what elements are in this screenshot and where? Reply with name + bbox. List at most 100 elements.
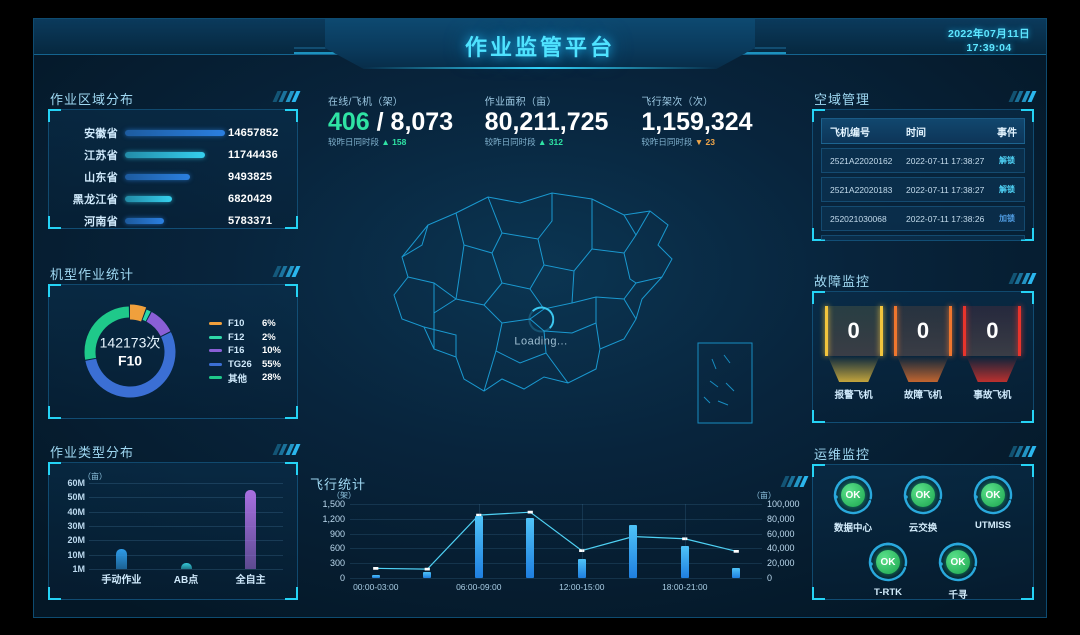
panel-model-stats: 机型作业统计 142173次 F10 F10 6% F12 2% F16 10% TG26 5… <box>48 264 301 419</box>
ops-status-item[interactable]: OK 千寻 <box>927 540 989 601</box>
donut-legend-item[interactable]: TG26 55% <box>208 358 281 372</box>
type-y-tick: 20M <box>67 535 85 546</box>
decor-slashes-icon <box>1008 273 1037 284</box>
flight-bar[interactable] <box>680 545 689 578</box>
fault-card-body: 0 <box>893 306 952 356</box>
legend-label: F16 <box>227 345 245 357</box>
legend-value: 28% <box>261 372 281 384</box>
region-bar-label: 山东省 <box>84 172 118 184</box>
donut-legend: F10 6% F12 2% F16 10% TG26 55% 其他 28% <box>208 317 281 385</box>
ops-status-item[interactable]: OK 云交换 <box>892 473 954 534</box>
region-bar-track <box>125 122 225 144</box>
flight-line-point[interactable] <box>682 537 688 541</box>
airspace-table[interactable]: 飞机编号 时间 事件 2521A22020162 2022-07-11 17:38:27… <box>821 118 1025 240</box>
flight-line-point[interactable] <box>373 567 379 570</box>
type-bar[interactable] <box>180 563 192 569</box>
kpi-delta: ▲ 158 <box>381 137 407 147</box>
flight-line-point[interactable] <box>527 510 533 514</box>
table-header-row: 飞机编号 时间 事件 <box>821 118 1025 144</box>
flight-line-point[interactable] <box>579 549 585 552</box>
table-row[interactable]: 2521A220201442022-07-11 17:38:25解锁 <box>821 235 1025 240</box>
type-gridline <box>89 540 283 542</box>
header-center-plate <box>325 19 755 69</box>
flight-bar[interactable] <box>732 567 741 578</box>
donut-legend-item[interactable]: F16 10% <box>208 344 281 358</box>
flight-line-point[interactable] <box>476 513 482 517</box>
ops-status-item[interactable]: OK T-RTK <box>857 540 919 601</box>
region-bar-row: 山东省 9493825 <box>53 166 291 188</box>
flight-right-unit: （亩） <box>752 491 776 500</box>
type-gridline <box>89 554 283 556</box>
donut-segment[interactable] <box>146 312 171 337</box>
fault-card-edge <box>948 306 952 356</box>
flight-line-point[interactable] <box>424 567 430 571</box>
ops-status-item[interactable]: OK 数据中心 <box>822 473 884 534</box>
table-row[interactable]: 2521A22020183 2022-07-11 17:38:27 解锁 <box>821 177 1025 202</box>
type-bar[interactable] <box>115 548 127 569</box>
fault-card[interactable]: 0 故障飞机 <box>888 302 957 418</box>
flight-left-tick: 1,200 <box>322 513 345 524</box>
kpi-row: 在线/飞机（架） 406 / 8,073 较昨日同时段 ▲ 158 作业面积（亩） 80… <box>306 93 776 151</box>
flight-bar[interactable] <box>371 575 380 578</box>
donut-legend-item[interactable]: F10 6% <box>208 317 281 331</box>
flight-bar[interactable] <box>423 571 432 578</box>
flight-x-labels: 00:00-03:00 06:00-09:00 12:00-15:00 18:00-2… <box>350 582 762 596</box>
kpi-delta: ▲ 312 <box>538 137 564 147</box>
donut-legend-item[interactable]: 其他 28% <box>208 371 281 385</box>
flight-gridline <box>350 518 762 520</box>
decor-slashes-icon <box>272 444 301 455</box>
fault-card-glow <box>827 356 880 382</box>
donut-segment[interactable] <box>142 309 151 322</box>
china-map[interactable]: Loading... <box>306 153 776 463</box>
table-header-cell: 飞机编号 <box>830 127 870 139</box>
ops-label: 数据中心 <box>833 523 872 534</box>
flight-right-tick: 0 <box>767 573 773 583</box>
flight-bar[interactable] <box>629 524 638 578</box>
type-unit-label: （亩） <box>83 472 107 481</box>
panel-job-type: 作业类型分布 （亩） 60M 50M 40M 30M 20M 10M 1M 手动作业 AB点 全… <box>48 442 301 600</box>
flight-left-unit: （架） <box>332 491 356 500</box>
ops-ok-badge: OK <box>981 483 1005 507</box>
flight-bar[interactable] <box>526 517 535 578</box>
kpi-delta: ▼ 23 <box>694 137 715 147</box>
donut-segment[interactable] <box>129 304 147 322</box>
legend-swatch <box>208 349 222 353</box>
type-y-tick: 30M <box>67 521 85 531</box>
ops-label: UTMISS <box>975 520 1011 531</box>
donut-segment[interactable] <box>85 332 176 398</box>
fault-card[interactable]: 0 事故飞机 <box>958 302 1027 418</box>
flight-left-axis: 1,500 1,200 900 600 300 0 <box>306 499 348 583</box>
type-plot-area <box>89 483 283 570</box>
flight-line-point[interactable] <box>733 549 739 553</box>
cell-aircraft-id: 252021030068 <box>830 213 887 224</box>
kpi-label: 飞行架次（次） <box>641 97 714 108</box>
ops-status-item[interactable]: OK UTMISS <box>962 473 1024 534</box>
flight-gridline <box>350 563 762 565</box>
type-x-label: 全自主 <box>235 575 266 586</box>
cell-event: 解锁 <box>990 155 1024 166</box>
donut-center-text: 142173次 F10 <box>100 335 161 370</box>
flight-x-label: 18:00-21:00 <box>662 582 708 592</box>
legend-swatch <box>208 362 222 366</box>
region-bar-value: 11744436 <box>228 149 278 161</box>
fault-card[interactable]: 0 报警飞机 <box>819 302 888 418</box>
type-x-labels: 手动作业 AB点 全自主 <box>89 571 283 587</box>
region-bar-track <box>125 144 225 166</box>
type-bar[interactable] <box>245 490 257 569</box>
flight-bar[interactable] <box>577 558 586 578</box>
fault-card-edge <box>1018 306 1022 356</box>
donut-legend-item[interactable]: F12 2% <box>208 331 281 345</box>
region-bar-row: 黑龙江省 6820429 <box>53 188 291 210</box>
region-bar-fill <box>125 130 225 136</box>
map-loading: Loading... <box>514 306 567 347</box>
donut-segment[interactable] <box>84 306 130 360</box>
table-row[interactable]: 2521A22020162 2022-07-11 17:38:27 解锁 <box>821 148 1025 173</box>
cell-aircraft-id: 2521A22020183 <box>830 184 893 195</box>
ops-ok-badge: OK <box>911 483 935 507</box>
flight-bar[interactable] <box>474 515 483 578</box>
type-y-tick: 50M <box>67 492 85 503</box>
cell-time: 2022-07-11 17:38:27 <box>906 184 985 195</box>
panel-title-fault: 故障监控 <box>812 271 1034 292</box>
table-row[interactable]: 252021030068 2022-07-11 17:38:26 加锁 <box>821 206 1025 231</box>
region-bar-value: 6820429 <box>228 193 273 205</box>
